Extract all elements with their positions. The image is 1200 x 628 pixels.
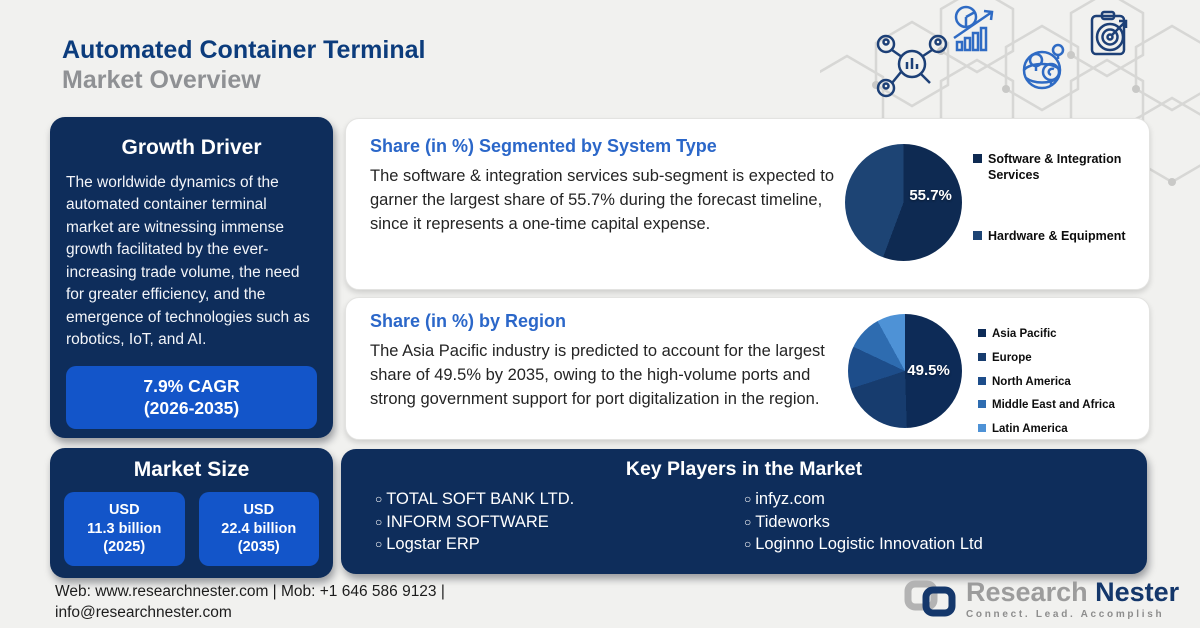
legend-label: Europe [992, 351, 1032, 364]
bullet-icon: ○ [744, 514, 752, 529]
legend-item: Latin America [978, 423, 1158, 437]
legend-swatch [973, 231, 982, 241]
page-title: Automated Container Terminal Market Over… [62, 36, 425, 95]
page-title-line2: Market Overview [62, 65, 261, 94]
market-size-value: 22.4 billion [221, 520, 297, 537]
legend-label: Asia Pacific [992, 328, 1057, 340]
key-player-item: ○ Tideworks [744, 511, 1113, 534]
key-player-name: Logstar ERP [386, 535, 480, 554]
logo-links-icon [904, 580, 956, 617]
bullet-icon: ○ [744, 537, 752, 552]
legend-label: Hardware & Equipment [988, 229, 1126, 244]
legend-item: Hardware & Equipment [973, 229, 1155, 245]
logo-tagline: Connect. Lead. Accomplish [966, 609, 1165, 620]
logo-name-nester: Nester [1095, 577, 1180, 607]
legend-label: North America [992, 375, 1071, 388]
key-player-item: ○ Loginno Logistic Innovation Ltd [744, 533, 1113, 556]
region-legend: Asia Pacific Europe North America Middle Ea… [978, 328, 1158, 437]
bullet-icon: ○ [744, 492, 752, 506]
legend-item: Software & Integration Services [973, 152, 1155, 183]
bullet-icon: ○ [375, 514, 383, 529]
legend-label: Software & Integration Services [988, 152, 1122, 182]
key-players-panel: Key Players in the Market ○ TOTAL SOFT BA… [341, 449, 1147, 574]
bullet-icon: ○ [375, 492, 383, 506]
market-size-panel: Market Size USD 11.3 billion (2025) USD … [50, 448, 333, 578]
system-type-share-heading: Share (in %) Segmented by System Type [370, 136, 717, 156]
market-size-title: Market Size [133, 458, 250, 481]
logo-name-research: Research [966, 577, 1088, 607]
legend-item: Middle East and Africa [978, 399, 1158, 413]
system-type-share-body: The software & integration services sub-… [370, 167, 835, 233]
key-player-name: Loginno Logistic Innovation Ltd [755, 535, 983, 554]
legend-swatch [978, 352, 986, 361]
market-size-currency: USD [108, 501, 140, 518]
globe-currency-icon [1022, 43, 1065, 90]
legend-swatch [978, 376, 986, 385]
growth-driver-panel: Growth Driver The worldwide dynamics of … [50, 117, 333, 438]
cagr-period: (2026-2035) [143, 398, 240, 419]
legend-swatch [978, 400, 986, 409]
market-size-2035-box: USD 22.4 billion (2035) [198, 492, 319, 566]
key-player-name: INFORM SOFTWARE [386, 512, 549, 531]
key-player-name: TOTAL SOFT BANK LTD. [386, 490, 575, 508]
research-nester-logo: Research Nester Connect. Lead. Accomplis… [903, 579, 1179, 620]
key-player-item: ○ infyz.com [744, 488, 1113, 511]
key-players-column-right: ○ infyz.com ○ Tideworks ○ Loginno Logistic In… [744, 488, 1113, 556]
market-size-year: (2025) [103, 539, 146, 556]
key-player-name: Tideworks [755, 512, 830, 531]
key-players-column-left: ○ TOTAL SOFT BANK LTD. ○ INFORM SOFTWARE ○ Lo… [375, 488, 744, 556]
region-share-card: Share (in %) by Region The Asia Pacific … [345, 297, 1150, 440]
legend-label: Latin America [992, 423, 1068, 436]
pie-center-label: 55.7% [909, 187, 952, 205]
region-pie-chart: 49.5% [848, 314, 962, 428]
market-size-2025-box: USD 11.3 billion (2025) [64, 492, 185, 566]
contact-line1: Web: www.researchnester.com | Mob: +1 64… [55, 583, 445, 600]
key-player-item: ○ Logstar ERP [375, 533, 744, 556]
system-type-legend: Software & Integration Services Hardware … [973, 152, 1155, 245]
market-size-currency: USD [243, 501, 275, 518]
logo-text: Research Nester Connect. Lead. Accomplis… [966, 577, 1180, 621]
market-size-value: 11.3 billion [87, 520, 162, 537]
people-network-analysis-icon [876, 34, 948, 98]
key-player-name: infyz.com [755, 490, 825, 508]
key-players-title: Key Players in the Market [625, 458, 863, 480]
contact-info: Web: www.researchnester.com | Mob: +1 64… [55, 582, 445, 624]
region-share-body: The Asia Pacific industry is predicted t… [370, 342, 825, 408]
contact-line2: info@researchnester.com [55, 603, 232, 621]
legend-item: North America [978, 376, 1158, 390]
legend-swatch [978, 329, 986, 337]
key-player-item: ○ TOTAL SOFT BANK LTD. [375, 488, 744, 511]
pie-center-label: 49.5% [907, 361, 950, 379]
cagr-value: 7.9% CAGR [143, 375, 240, 396]
growth-driver-title: Growth Driver [121, 136, 262, 159]
cagr-badge: 7.9% CAGR (2026-2035) [66, 365, 317, 429]
legend-swatch [973, 154, 982, 163]
system-type-pie-chart: 55.7% [845, 144, 962, 261]
legend-item: Europe [978, 352, 1158, 366]
growth-driver-body: The worldwide dynamics of the automated … [66, 174, 310, 349]
region-share-heading: Share (in %) by Region [370, 311, 567, 331]
pie-growth-chart-icon [953, 5, 994, 52]
legend-item: Asia Pacific [978, 328, 1158, 342]
key-player-item: ○ INFORM SOFTWARE [375, 511, 744, 534]
clipboard-target-icon [1090, 10, 1128, 56]
bullet-icon: ○ [375, 537, 383, 552]
system-type-share-card: Share (in %) Segmented by System Type Th… [345, 118, 1150, 290]
page-title-line1: Automated Container Terminal [62, 36, 426, 64]
legend-swatch [978, 424, 986, 433]
market-size-year: (2035) [237, 539, 280, 556]
legend-label: Middle East and Africa [992, 399, 1115, 412]
